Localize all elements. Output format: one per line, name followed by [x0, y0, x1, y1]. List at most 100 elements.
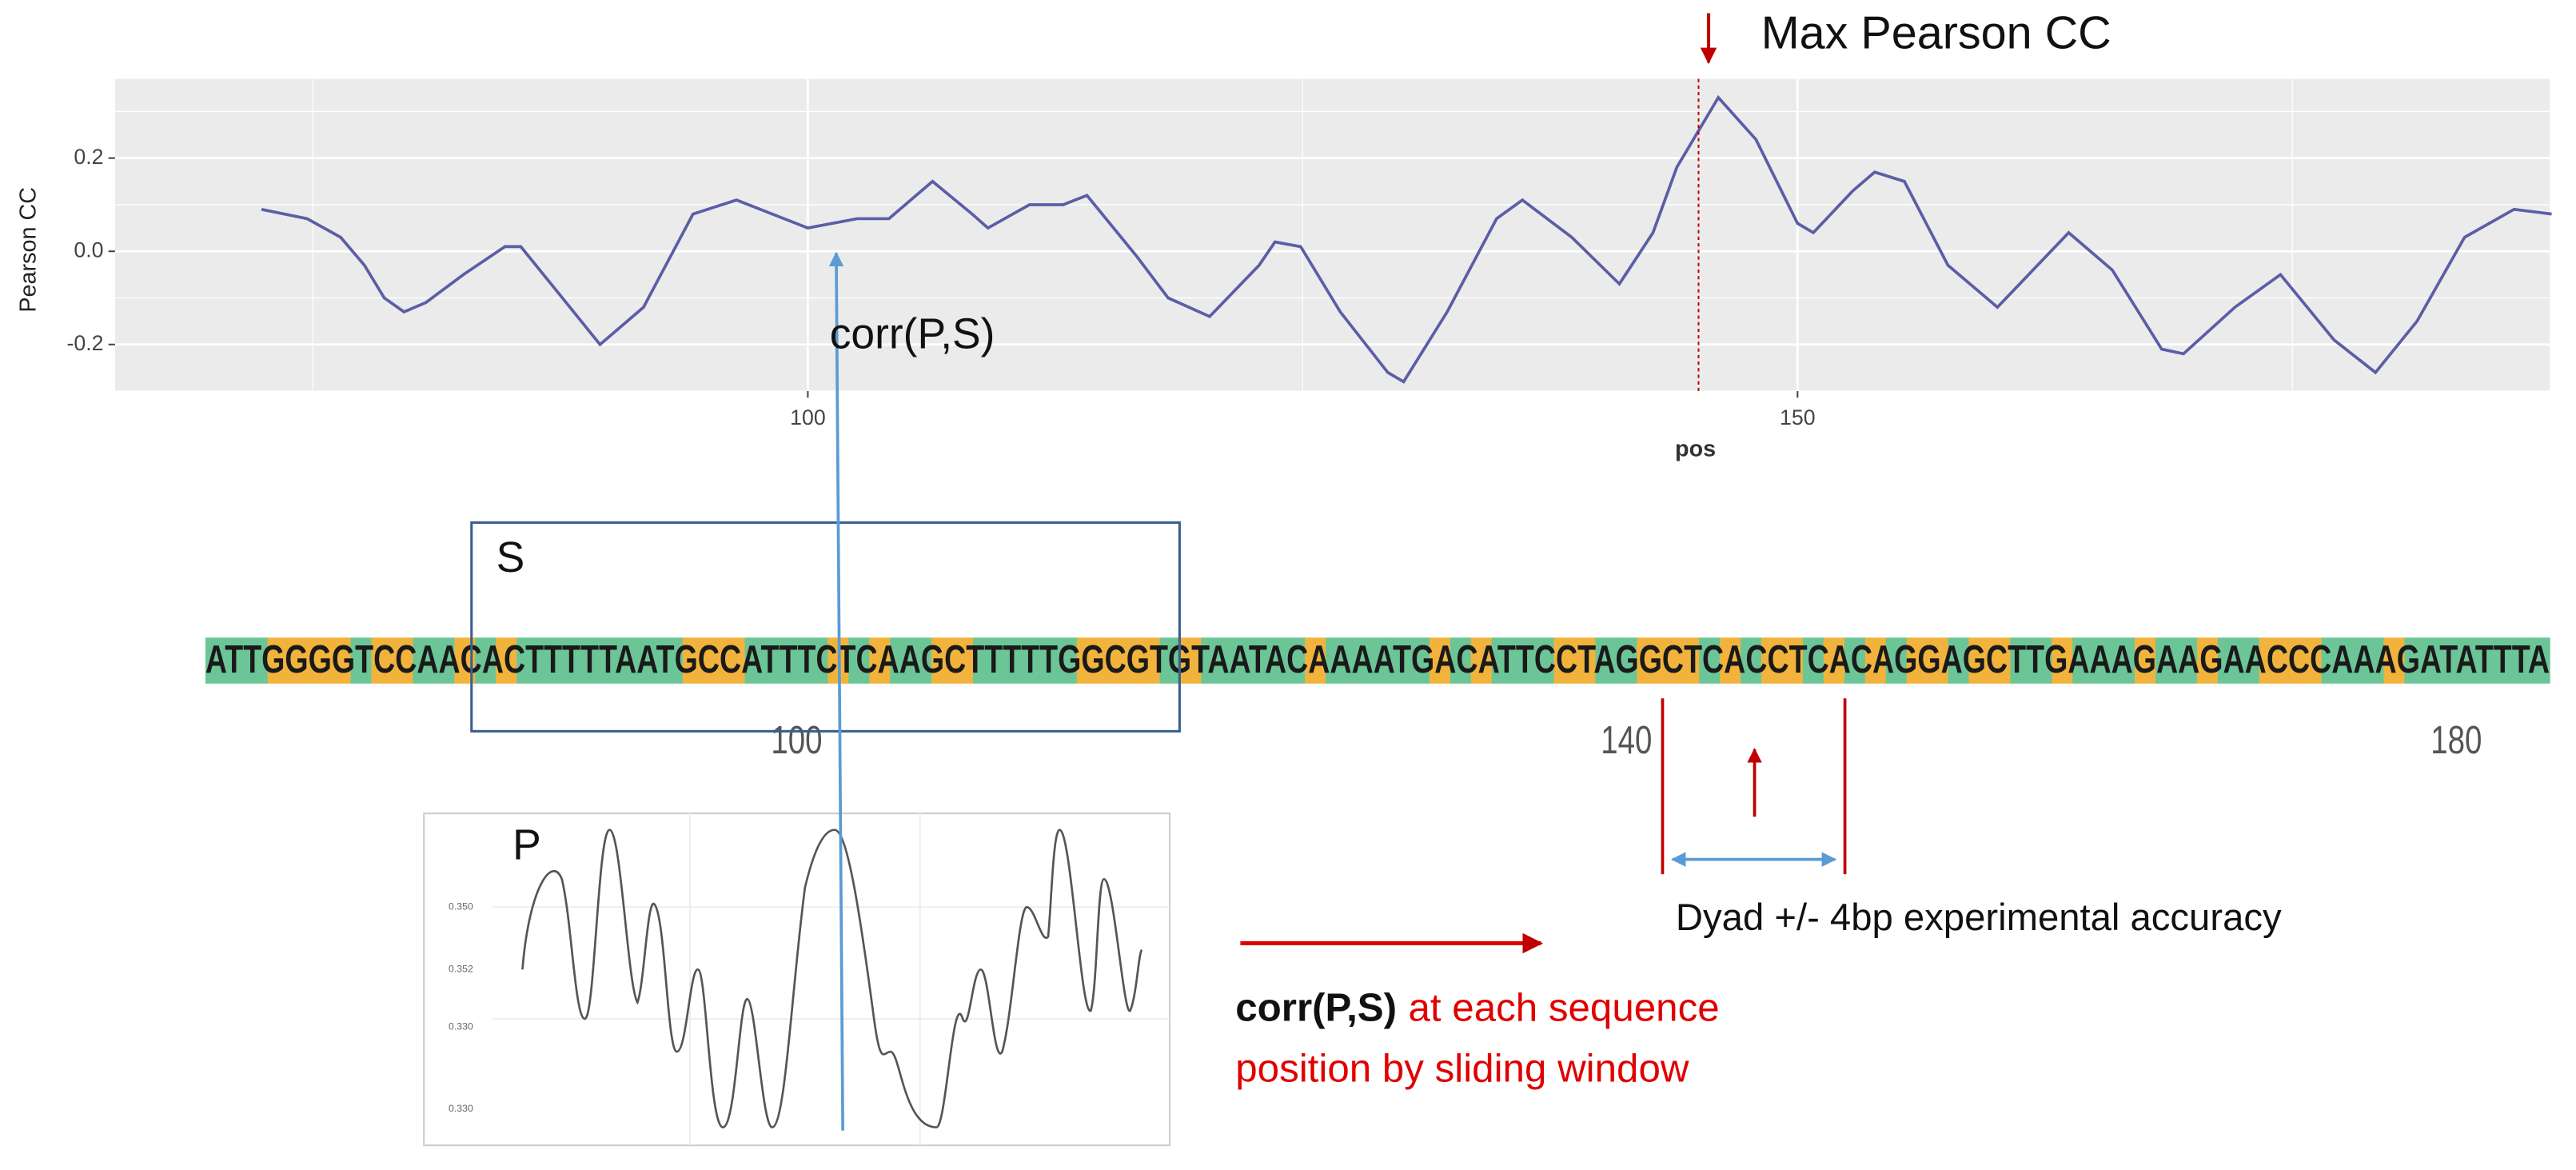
- base-cell: [661, 637, 684, 684]
- profile-label: P: [512, 821, 541, 869]
- base-cell: [1014, 637, 1036, 684]
- profile-tick: 0.330: [449, 1020, 473, 1032]
- base-cell: [620, 637, 642, 684]
- base-cell: [2425, 637, 2446, 684]
- base-cell: [371, 637, 393, 684]
- base-cell: [1346, 637, 1368, 684]
- base-cell: [1948, 637, 1970, 684]
- base-cell: [869, 637, 891, 684]
- base-cell: [682, 637, 704, 684]
- base-cell: [2487, 637, 2509, 684]
- base-cell: [786, 637, 808, 684]
- y-tick-label: 0.2: [74, 145, 103, 169]
- base-cell: [1263, 637, 1285, 684]
- base-cell: [1678, 637, 1700, 684]
- profile-grid: [492, 813, 1170, 1146]
- base-cell: [2155, 637, 2177, 684]
- base-cell: [890, 637, 911, 684]
- base-cell: [2363, 637, 2385, 684]
- base-cell: [1449, 637, 1472, 684]
- sequence-tick-label: 140: [1601, 718, 1652, 762]
- base-cell: [1387, 637, 1410, 684]
- base-cell: [2508, 637, 2530, 684]
- base-cell: [2238, 637, 2260, 684]
- x-tick-label: 100: [790, 405, 826, 429]
- x-tick-label: 150: [1780, 405, 1816, 429]
- base-cell: [205, 637, 227, 684]
- base-cell: [972, 637, 995, 684]
- base-cell: [2217, 637, 2239, 684]
- base-cell: [288, 637, 310, 684]
- base-cell: [2404, 637, 2426, 684]
- base-cell: [496, 637, 517, 684]
- profile-tick: 0.350: [449, 900, 473, 912]
- y-axis-title: Pearson CC: [16, 187, 42, 313]
- base-cell: [1138, 637, 1161, 684]
- base-cell: [1326, 637, 1347, 684]
- base-cell: [329, 637, 352, 684]
- base-cell: [1242, 637, 1264, 684]
- base-cell: [1512, 637, 1534, 684]
- base-cell: [1201, 637, 1222, 684]
- base-cell: [2031, 637, 2052, 684]
- base-cell: [599, 637, 621, 684]
- x-axis-title: pos: [1675, 437, 1716, 462]
- base-cell: [1720, 637, 1741, 684]
- base-cell: [2383, 637, 2406, 684]
- sequence-tick-label: 180: [2430, 718, 2482, 762]
- base-cell: [1864, 637, 1887, 684]
- legend-rest: at each sequence: [1408, 986, 1719, 1030]
- base-cell: [2300, 637, 2323, 684]
- sequence-bases: ATTGGGGTCCAACACTTTTTAATGCCATTTCTCAAGCTTT…: [205, 637, 2550, 681]
- base-cell: [2446, 637, 2467, 684]
- base-cell: [1118, 637, 1140, 684]
- base-cell: [1802, 637, 1824, 684]
- base-cell: [2072, 637, 2094, 684]
- base-cell: [1699, 637, 1721, 684]
- max-label: Max Pearson CC: [1761, 7, 2111, 58]
- legend-bold: corr(P,S): [1235, 986, 1397, 1030]
- base-cell: [2010, 637, 2032, 684]
- y-tick-label: 0.0: [74, 238, 103, 262]
- base-cell: [1305, 637, 1326, 684]
- base-cell: [2093, 637, 2115, 684]
- base-cell: [2321, 637, 2343, 684]
- base-cell: [1741, 637, 1762, 684]
- profile-panel: [423, 813, 1171, 1147]
- base-cell: [1035, 637, 1057, 684]
- base-cell: [2466, 637, 2488, 684]
- base-cell: [993, 637, 1015, 684]
- base-cell: [1491, 637, 1513, 684]
- base-cell: [703, 637, 725, 684]
- base-cell: [807, 637, 828, 684]
- base-cell: [1533, 637, 1555, 684]
- base-cell: [1844, 637, 1866, 684]
- base-cell: [1097, 637, 1119, 684]
- line: [261, 94, 2552, 384]
- base-cell: [578, 637, 600, 684]
- base-cell: [1823, 637, 1845, 684]
- base-cell: [2052, 637, 2073, 684]
- profile-tick: 0.330: [449, 1103, 473, 1114]
- base-cell: [1553, 637, 1576, 684]
- base-cell: [1781, 637, 1804, 684]
- legend-line2: position by sliding window: [1235, 1047, 1689, 1091]
- base-cell: [1408, 637, 1430, 684]
- base-cell: [1367, 637, 1389, 684]
- base-cell: [744, 637, 767, 684]
- base-cell: [246, 637, 269, 684]
- base-cell: [2342, 637, 2364, 684]
- base-cell: [1761, 637, 1783, 684]
- corr-arrow: [828, 251, 845, 1131]
- base-cell: [848, 637, 870, 684]
- base-cell: [1180, 637, 1202, 684]
- profile-curve: [521, 829, 1143, 1128]
- base-cell: [516, 637, 538, 684]
- base-cell: [1927, 637, 1949, 684]
- base-cell: [2279, 637, 2302, 684]
- base-cell: [392, 637, 414, 684]
- profile-tick: 0.352: [449, 964, 473, 975]
- base-cell: [1906, 637, 1928, 684]
